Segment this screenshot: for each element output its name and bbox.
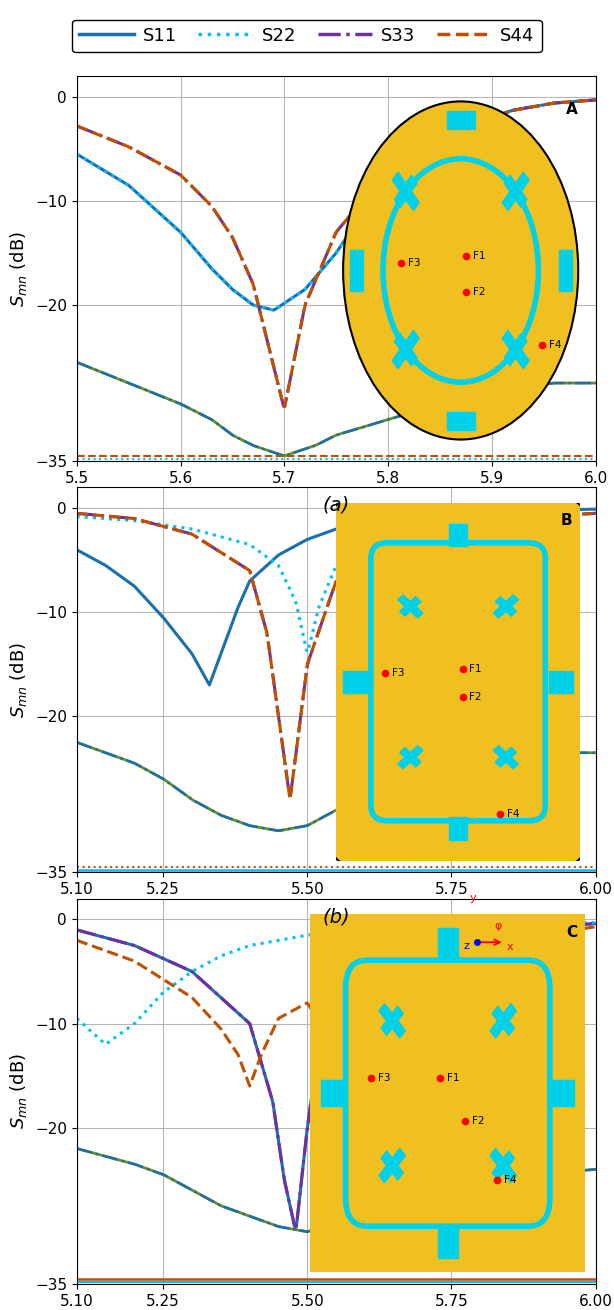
- Y-axis label: $S_{mn}$ (dB): $S_{mn}$ (dB): [9, 1053, 29, 1129]
- Text: (a): (a): [322, 496, 350, 515]
- Y-axis label: $S_{mn}$ (dB): $S_{mn}$ (dB): [9, 642, 29, 718]
- Text: (b): (b): [322, 908, 350, 926]
- X-axis label: Frequency (GHz): Frequency (GHz): [262, 903, 411, 921]
- X-axis label: Frequency (GHz): Frequency (GHz): [262, 491, 411, 510]
- Legend: S11, S22, S33, S44: S11, S22, S33, S44: [72, 20, 542, 52]
- Y-axis label: $S_{mn}$ (dB): $S_{mn}$ (dB): [9, 231, 29, 307]
